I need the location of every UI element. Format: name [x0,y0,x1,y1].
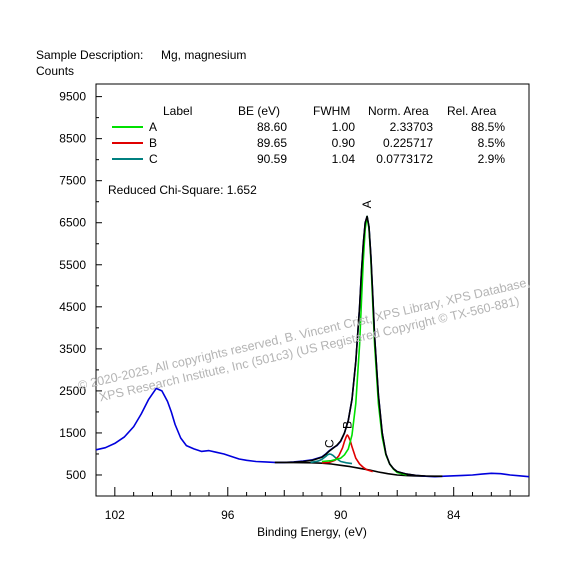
x-tick-label: 102 [105,508,125,522]
y-tick-label: 6500 [59,216,86,230]
table-row-b-label: B [149,136,157,150]
y-tick-label: 4500 [59,300,86,314]
watermark-line-1: © 2020-2025, All copyrights reserved, B.… [77,275,531,393]
x-tick-label: 84 [447,508,461,522]
x-tick-label: 96 [221,508,235,522]
plot-frame [95,83,530,497]
y-axis-label: Counts [36,64,74,78]
table-row-c-norm-area: 0.0773172 [376,152,433,166]
y-tick-label: 1500 [59,426,86,440]
copyright-watermark: © 2020-2025, All copyrights reserved, B.… [77,275,531,405]
table-row-b-be: 89.65 [257,136,287,150]
fit-table: Label BE (eV) FWHM Norm. Area Rel. Area … [112,104,505,166]
table-header-be: BE (eV) [238,104,280,118]
y-tick-label: 500 [66,468,86,482]
sample-description-label: Sample Description: [36,48,143,62]
table-header-norm-area: Norm. Area [368,104,429,118]
series-c-line [310,453,353,465]
table-row-b-rel-area: 8.5% [478,136,506,150]
table-row-b-fwhm: 0.90 [332,136,356,150]
y-tick-label: 3500 [59,342,86,356]
table-header-rel-area: Rel. Area [447,104,497,118]
table-row-b-norm-area: 0.225717 [383,136,433,150]
peak-label-c: C [323,439,337,448]
series-background-line [274,461,443,478]
series-layer [95,215,530,478]
peak-labels: A B C [323,200,374,448]
y-tick-label: 9500 [59,90,86,104]
y-tick-label: 5500 [59,258,86,272]
table-header-fwhm: FWHM [313,104,350,118]
peak-label-b: B [340,421,354,429]
peak-label-a: A [360,200,374,208]
table-row-c-fwhm: 1.04 [332,152,356,166]
table-header-label: Label [163,104,192,118]
table-row-c-rel-area: 2.9% [478,152,506,166]
x-tick-label: 90 [334,508,348,522]
y-tick-label: 7500 [59,174,86,188]
table-row-c-label: C [149,152,158,166]
sample-description-value: Mg, magnesium [161,48,246,62]
y-tick-label: 8500 [59,132,86,146]
y-tick-label: 2500 [59,384,86,398]
series-envelope-line [274,215,443,478]
table-row-a-fwhm: 1.00 [332,120,356,134]
series-b-line [321,434,373,473]
table-row-a-rel-area: 88.5% [471,120,505,134]
watermark-line-2: XPS Research Institute, Inc (501c3) (US … [98,294,521,405]
table-row-a-label: A [149,120,157,134]
y-axis-ticks: 500 1500 2500 3500 4500 5500 6500 7500 8500 9500 [59,90,102,482]
table-row-a-norm-area: 2.33703 [390,120,434,134]
table-row-c-be: 90.59 [257,152,287,166]
x-axis-label: Binding Energy, (eV) [257,525,367,539]
table-row-a-be: 88.60 [257,120,287,134]
x-axis-ticks: 102 96 90 84 [95,487,530,522]
chi-square-label: Reduced Chi-Square: 1.652 [108,183,257,197]
